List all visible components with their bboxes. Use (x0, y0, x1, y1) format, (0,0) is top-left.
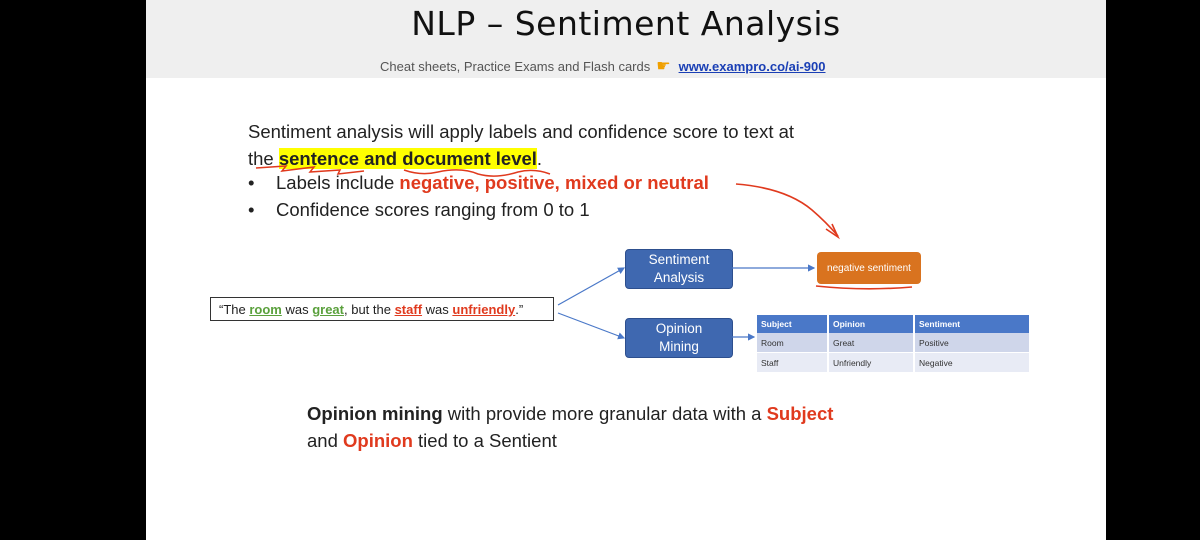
table-cell: Staff (757, 352, 829, 373)
table-row: Room Great Positive (757, 333, 1031, 353)
sentiment-analysis-label: Sentiment Analysis (648, 252, 710, 285)
diagram-connectors (255, 165, 913, 341)
slide-header: NLP – Sentiment Analysis Cheat sheets, P… (146, 0, 1106, 78)
intro-highlight: sentence and document level (278, 148, 537, 169)
quote-open: “The (219, 302, 250, 317)
intro-paragraph: Sentiment analysis will apply labels and… (248, 118, 794, 172)
table-header-row: Subject Opinion Sentiment (757, 315, 1031, 333)
quote-text-3: was (422, 302, 453, 317)
bullet-labels: • Labels include negative, positive, mixe… (248, 172, 709, 194)
quote-word-room: room (249, 302, 282, 317)
footer-text-1: with provide more granular data with a (442, 403, 767, 424)
opinion-mining-description: Opinion mining with provide more granula… (307, 400, 833, 454)
bullet-confidence: • Confidence scores ranging from 0 to 1 (248, 199, 590, 221)
pen-arrowhead (825, 223, 840, 240)
quote-word-staff: staff (394, 302, 423, 317)
footer-bold: Opinion mining (307, 403, 443, 424)
exampro-link[interactable]: www.exampro.co/ai-900 (678, 58, 826, 74)
arrow-quote-to-sentiment (557, 267, 626, 306)
footer-subject: Subject (766, 403, 834, 424)
footer-text-3: tied to a Sentient (412, 430, 557, 451)
subtitle-row: Cheat sheets, Practice Exams and Flash c… (380, 56, 826, 76)
pen-underline-result (815, 285, 913, 290)
pen-underline-highlight (403, 169, 551, 177)
intro-line-2-post: . (536, 148, 543, 169)
footer-text-2: and (307, 430, 344, 451)
table-cell: Negative (914, 352, 1031, 373)
slide-title: NLP – Sentiment Analysis (411, 4, 841, 43)
table-row: Staff Unfriendly Negative (757, 352, 1031, 373)
quote-close: .” (515, 302, 524, 317)
table-header-sentiment: Sentiment (914, 315, 1031, 333)
sentiment-analysis-box: Sentiment Analysis (625, 249, 733, 289)
footer-line-1: Opinion mining with provide more granula… (307, 400, 833, 427)
slide: NLP – Sentiment Analysis Cheat sheets, P… (146, 0, 1106, 540)
pen-arrow-to-result (735, 183, 839, 237)
intro-line-2-pre: the (248, 148, 279, 169)
bullet-dot: • (248, 199, 255, 220)
intro-line-2: the sentence and document level. (248, 145, 794, 172)
quote-word-unfriendly: unfriendly (452, 302, 516, 317)
table-header-opinion: Opinion (828, 315, 915, 333)
intro-line-1: Sentiment analysis will apply labels and… (248, 121, 795, 142)
bullet-confidence-text: Confidence scores ranging from 0 to 1 (276, 199, 590, 220)
bullet-labels-highlight: negative, positive, mixed or neutral (399, 172, 709, 193)
negative-sentiment-box: negative sentiment (817, 252, 921, 284)
opinion-table: Subject Opinion Sentiment Room Great Pos… (757, 315, 1031, 373)
negative-sentiment-label: negative sentiment (827, 262, 911, 274)
table-cell: Positive (914, 333, 1031, 353)
table-cell: Unfriendly (828, 352, 915, 373)
table-cell: Room (757, 333, 829, 353)
table-header-subject: Subject (757, 315, 829, 333)
example-quote: “The room was great, but the staff was u… (210, 297, 554, 321)
bullet-labels-text: Labels include (276, 172, 400, 193)
quote-text-2: , but the (343, 302, 395, 317)
opinion-mining-label: Opinion Mining (655, 321, 703, 354)
pen-scribble-labels (255, 165, 365, 175)
opinion-mining-box: Opinion Mining (625, 318, 733, 358)
quote-word-great: great (312, 302, 344, 317)
table-cell: Great (828, 333, 915, 353)
bullet-dot: • (248, 172, 255, 193)
quote-text-1: was (281, 302, 313, 317)
footer-line-2: and Opinion tied to a Sentient (307, 427, 833, 454)
subtitle-text: Cheat sheets, Practice Exams and Flash c… (380, 58, 651, 74)
arrow-quote-to-opinion (557, 312, 626, 340)
pointing-hand-icon: ☛ (656, 58, 671, 75)
footer-opinion: Opinion (343, 430, 413, 451)
